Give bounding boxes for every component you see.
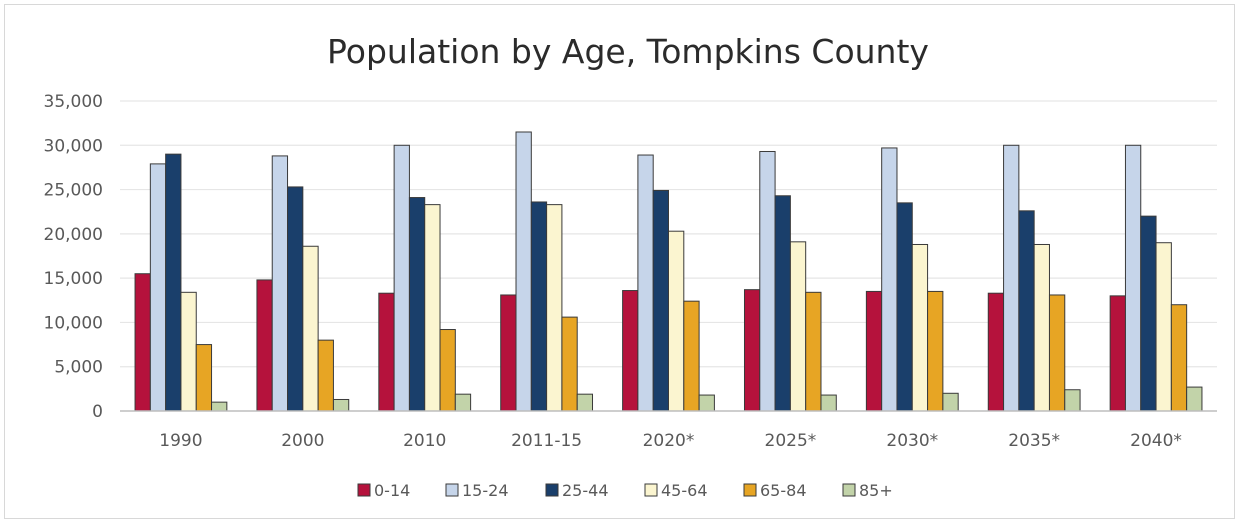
legend-label: 15-24 — [462, 481, 509, 500]
bar-45-64-2000 — [302, 245, 319, 412]
bar-15-24-2010 — [393, 144, 410, 412]
bar-65-84-2010 — [439, 329, 456, 412]
bar-45-64-2020* — [668, 230, 685, 412]
bar-15-24-2035* — [1003, 144, 1020, 412]
bar-0-14-2011-15 — [500, 294, 517, 412]
y-tick-label: 20,000 — [44, 225, 103, 245]
bar-65-84-2000 — [317, 339, 334, 412]
bar-15-24-1990 — [149, 163, 167, 412]
legend-swatch-45-64 — [644, 483, 658, 497]
legend-swatch-0-14 — [357, 483, 371, 497]
y-tick-label: 35,000 — [44, 92, 103, 112]
bar-15-24-2011-15 — [515, 131, 532, 412]
legend-label: 25-44 — [562, 481, 609, 500]
legend-swatch-85+ — [842, 483, 856, 497]
bar-45-64-2030* — [911, 243, 929, 412]
chart-title: Population by Age, Tompkins County — [327, 32, 929, 71]
bar-85+-2011-15 — [576, 393, 594, 412]
x-axis-ticks: 1990 2000 2010 2011-15 2020* 2025* 2030* 2035* 2… — [159, 431, 1182, 451]
bar-25-44-2000 — [287, 186, 304, 412]
bar-25-44-2010 — [408, 197, 426, 412]
bar-45-64-2011-15 — [546, 204, 563, 412]
x-tick-label: 2030* — [886, 431, 938, 451]
bar-25-44-2011-15 — [530, 201, 548, 412]
bar-0-14-1990 — [134, 273, 151, 412]
bar-45-64-2010 — [424, 204, 441, 412]
bar-45-64-2025* — [789, 241, 807, 412]
bar-65-84-2040* — [1170, 304, 1188, 412]
bars — [134, 131, 1203, 412]
x-tick-label: 2040* — [1130, 431, 1182, 451]
x-tick-label: 1990 — [159, 431, 202, 451]
y-tick-label: 5,000 — [54, 358, 103, 378]
bar-25-44-1990 — [165, 153, 182, 412]
legend-label: 0-14 — [374, 481, 410, 500]
x-tick-label: 2020* — [643, 431, 695, 451]
x-tick-label: 2000 — [281, 431, 324, 451]
bar-85+-2000 — [332, 398, 350, 412]
bar-15-24-2025* — [759, 150, 776, 412]
bar-85+-2030* — [942, 392, 959, 412]
bar-45-64-2035* — [1033, 243, 1050, 412]
bar-65-84-2025* — [805, 291, 822, 412]
bar-65-84-2030* — [927, 290, 944, 412]
y-tick-label: 30,000 — [44, 136, 103, 156]
legend-label: 85+ — [859, 481, 893, 500]
x-tick-label: 2035* — [1008, 431, 1060, 451]
bar-15-24-2040* — [1124, 144, 1142, 412]
bar-25-44-2030* — [896, 202, 913, 412]
bar-85+-2040* — [1186, 386, 1203, 412]
y-tick-label: 25,000 — [44, 181, 103, 201]
bar-15-24-2020* — [637, 154, 654, 412]
y-tick-label: 10,000 — [44, 313, 103, 333]
bar-0-14-2030* — [865, 290, 883, 412]
bar-chart: Population by Age, Tompkins County 0 5,00… — [44, 32, 1217, 500]
bar-85+-2025* — [820, 394, 837, 412]
bar-0-14-2010 — [378, 292, 395, 412]
y-axis-ticks: 0 5,000 10,000 15,000 20,000 25,000 30,000 35,0… — [44, 92, 103, 422]
legend: 0-14 15-24 25-44 45-64 65-84 85+ — [357, 481, 893, 500]
bar-65-84-2020* — [683, 300, 700, 412]
bar-0-14-2025* — [743, 289, 761, 412]
bar-85+-2010 — [454, 393, 472, 412]
bar-45-64-2040* — [1155, 242, 1172, 412]
bar-15-24-2030* — [881, 147, 898, 412]
bar-65-84-2011-15 — [561, 316, 578, 412]
bar-25-44-2020* — [652, 189, 670, 412]
legend-label: 45-64 — [661, 481, 708, 500]
bar-0-14-2000 — [256, 279, 273, 412]
legend-label: 65-84 — [760, 481, 807, 500]
x-tick-label: 2010 — [403, 431, 446, 451]
bar-45-64-1990 — [180, 291, 197, 412]
legend-swatch-65-84 — [743, 483, 757, 497]
bar-65-84-2035* — [1048, 294, 1066, 412]
bar-0-14-2020* — [622, 290, 639, 412]
bar-85+-2035* — [1064, 389, 1081, 412]
bar-25-44-2025* — [774, 195, 791, 412]
y-tick-label: 0 — [92, 402, 103, 422]
legend-swatch-15-24 — [445, 483, 459, 497]
bar-25-44-2035* — [1018, 210, 1035, 412]
chart-frame: Population by Age, Tompkins County 0 5,00… — [4, 4, 1235, 519]
y-tick-label: 15,000 — [44, 269, 103, 289]
bar-15-24-2000 — [271, 155, 289, 412]
bar-0-14-2035* — [987, 292, 1005, 412]
bar-65-84-1990 — [195, 344, 213, 412]
bar-0-14-2040* — [1109, 295, 1126, 412]
x-tick-label: 2011-15 — [511, 431, 582, 451]
bar-25-44-2040* — [1140, 215, 1157, 412]
legend-swatch-25-44 — [545, 483, 559, 497]
x-tick-label: 2025* — [765, 431, 817, 451]
bar-85+-1990 — [211, 401, 228, 412]
bar-85+-2020* — [698, 394, 715, 412]
